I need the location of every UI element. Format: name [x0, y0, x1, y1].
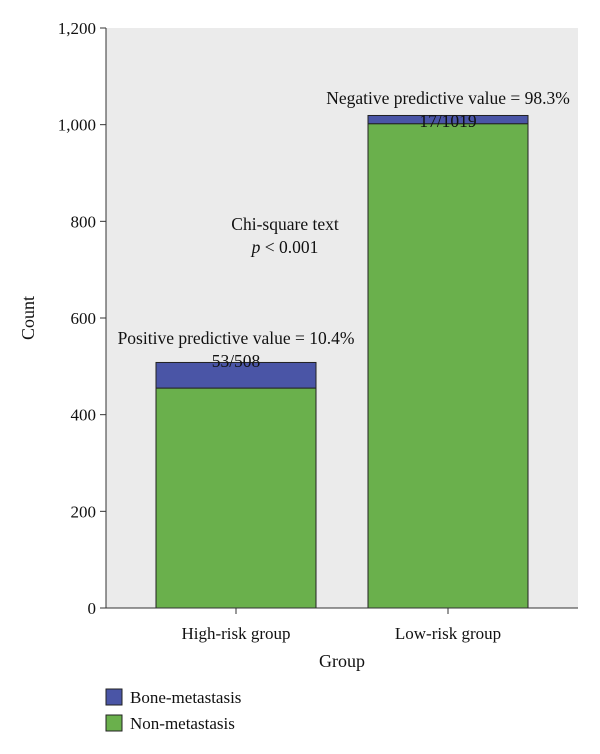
y-tick-label: 0	[88, 599, 97, 618]
y-axis-ticks: 0 200 400 600 800 1,000 1,200	[58, 19, 106, 618]
x-axis-ticks: High-risk group Low-risk group	[181, 608, 501, 643]
x-tick-label: Low-risk group	[395, 624, 501, 643]
bars	[155, 114, 529, 609]
legend-label: Bone-metastasis	[130, 688, 241, 707]
y-tick-label: 400	[71, 406, 97, 425]
y-tick-label: 1,000	[58, 116, 96, 135]
y-tick-label: 200	[71, 502, 97, 521]
ppv-annotation: Positive predictive value = 10.4%	[118, 328, 355, 348]
test-annotation: Chi-square text	[231, 214, 339, 234]
y-tick-label: 1,200	[58, 19, 96, 38]
p-value-symbol: p	[250, 237, 261, 257]
bar-non-metastasis-high-risk	[155, 387, 317, 609]
legend: Bone-metastasis Non-metastasis	[105, 688, 241, 733]
legend-swatch	[105, 688, 123, 706]
ppv-ratio: 53/508	[212, 351, 261, 371]
bar-bone-metastasis-low-risk	[367, 114, 529, 125]
y-tick-label: 600	[71, 309, 97, 328]
y-axis-title: Count	[18, 296, 38, 340]
x-tick-label: High-risk group	[181, 624, 290, 643]
x-axis-title: Group	[319, 651, 365, 671]
bar-bone-metastasis-high-risk	[155, 361, 317, 389]
legend-swatch	[105, 714, 123, 732]
p-value-annotation: p < 0.001	[250, 237, 319, 257]
npv-annotation: Negative predictive value = 98.3%	[326, 88, 570, 108]
y-tick-label: 800	[71, 212, 97, 231]
bar-non-metastasis-low-risk	[367, 123, 529, 609]
p-value-text: < 0.001	[260, 237, 318, 257]
legend-label: Non-metastasis	[130, 714, 235, 733]
npv-ratio: 17/1019	[419, 111, 477, 131]
